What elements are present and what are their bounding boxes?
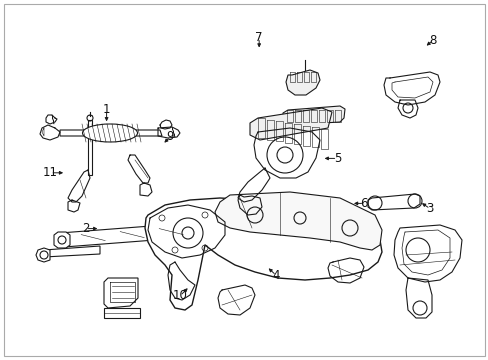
Text: 3: 3 xyxy=(426,202,433,215)
Text: 8: 8 xyxy=(428,34,436,47)
Text: 7: 7 xyxy=(255,31,263,44)
Ellipse shape xyxy=(82,124,137,142)
Text: 6: 6 xyxy=(360,197,367,210)
Polygon shape xyxy=(215,192,381,250)
Polygon shape xyxy=(367,194,419,210)
Polygon shape xyxy=(60,130,162,136)
Text: 10: 10 xyxy=(172,289,187,302)
Polygon shape xyxy=(54,232,70,248)
Polygon shape xyxy=(88,120,92,175)
Text: 5: 5 xyxy=(333,152,341,165)
Polygon shape xyxy=(44,246,100,257)
Text: 4: 4 xyxy=(272,269,280,282)
Polygon shape xyxy=(36,248,50,262)
Polygon shape xyxy=(60,221,220,247)
Polygon shape xyxy=(209,220,225,236)
Text: 11: 11 xyxy=(43,166,58,179)
Text: 9: 9 xyxy=(166,130,174,143)
Polygon shape xyxy=(285,70,319,95)
Polygon shape xyxy=(393,225,461,282)
Text: 2: 2 xyxy=(81,222,89,235)
Text: 1: 1 xyxy=(102,103,110,116)
Polygon shape xyxy=(145,198,381,310)
Polygon shape xyxy=(283,106,345,125)
Polygon shape xyxy=(104,278,138,308)
Polygon shape xyxy=(104,308,140,318)
Polygon shape xyxy=(249,108,331,140)
